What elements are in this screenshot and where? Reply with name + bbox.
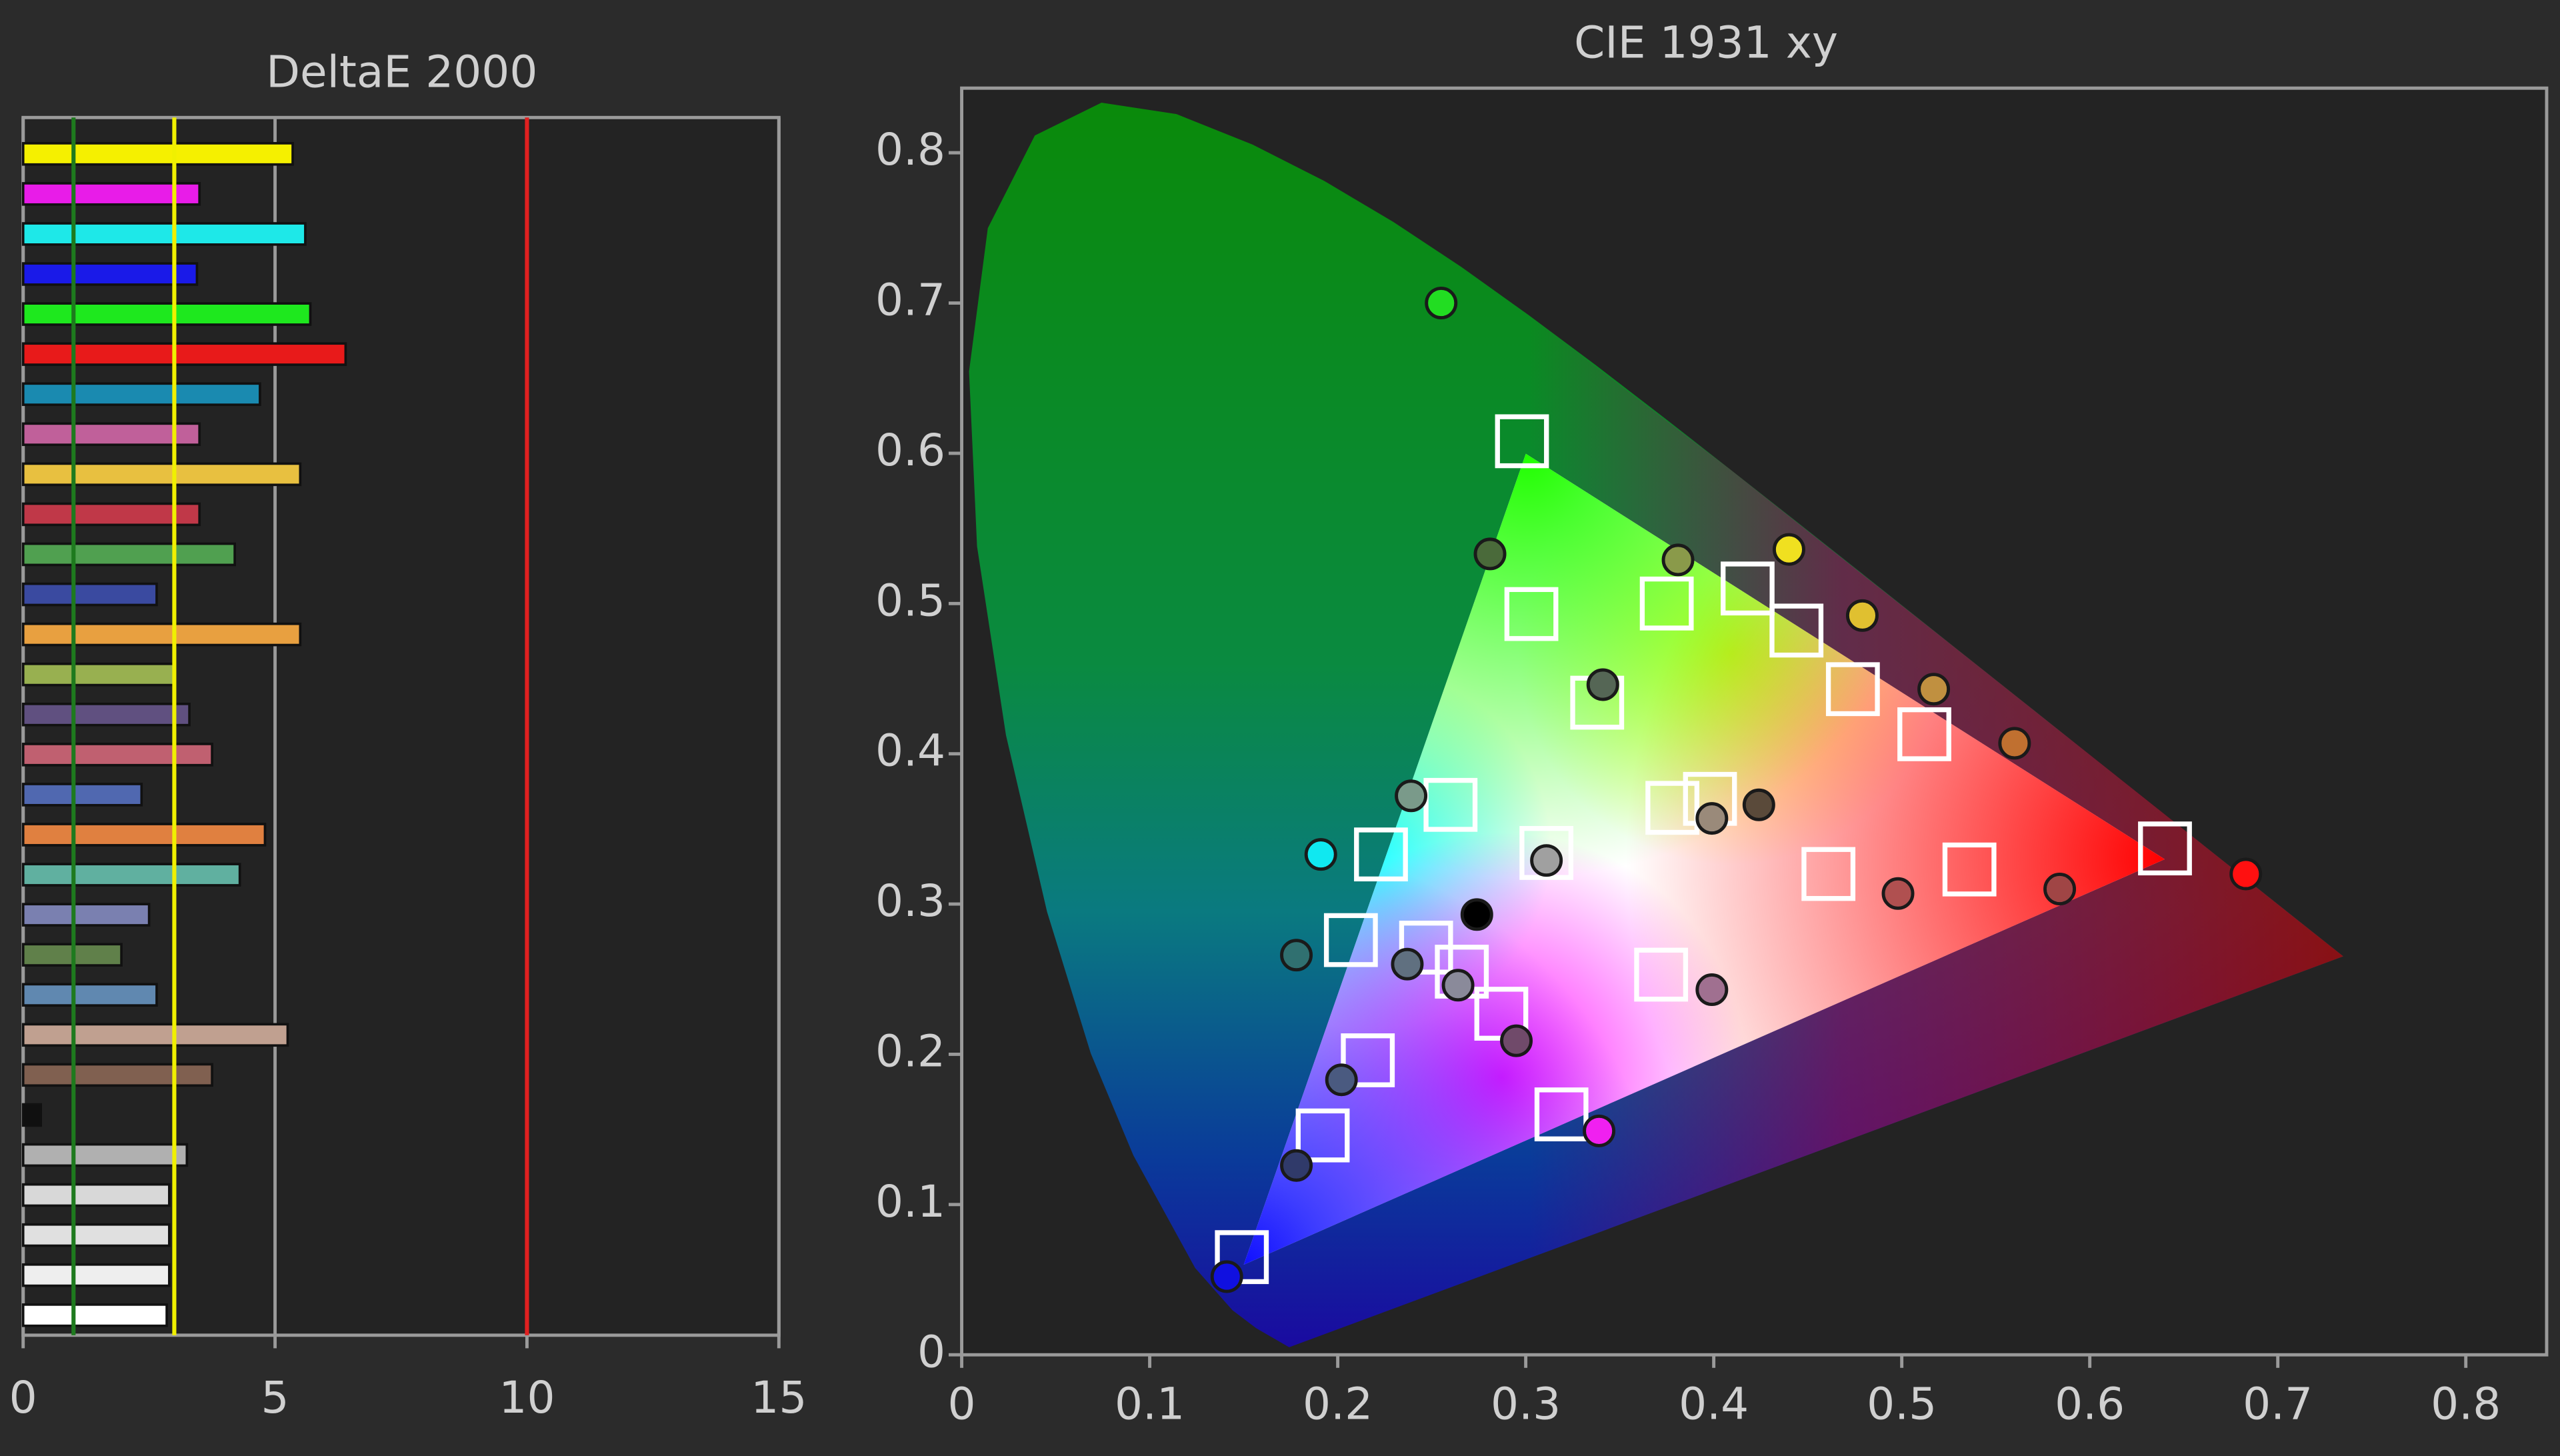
x-tick-label: 15 bbox=[751, 1372, 807, 1423]
measured-point bbox=[1998, 727, 2031, 760]
x-tick-label: 0 bbox=[948, 1379, 976, 1430]
measured-point bbox=[1742, 788, 1775, 821]
bar bbox=[21, 1103, 42, 1127]
bar bbox=[21, 703, 191, 727]
measured-point bbox=[2229, 857, 2263, 891]
y-tick-label: 0.4 bbox=[875, 725, 945, 777]
bar bbox=[21, 462, 302, 487]
bar bbox=[21, 983, 158, 1007]
measured-point bbox=[1441, 969, 1475, 1002]
target-square bbox=[1423, 777, 1478, 832]
measured-point bbox=[1500, 1024, 1533, 1057]
bar bbox=[21, 302, 312, 326]
y-tick-label: 0.1 bbox=[875, 1176, 945, 1227]
x-tick-label: 10 bbox=[499, 1372, 555, 1423]
bar bbox=[21, 1263, 171, 1287]
measured-point bbox=[1881, 877, 1915, 910]
target-square bbox=[1634, 947, 1689, 1002]
bar bbox=[21, 783, 143, 807]
target-square bbox=[1801, 847, 1856, 901]
bar bbox=[21, 1063, 213, 1087]
bar bbox=[21, 743, 213, 767]
bar bbox=[21, 622, 302, 647]
measured-point bbox=[1695, 973, 1729, 1006]
measured-point bbox=[1280, 939, 1313, 972]
x-tick-label: 0.4 bbox=[1679, 1379, 1749, 1430]
measured-point bbox=[1661, 543, 1695, 577]
bar bbox=[21, 262, 199, 286]
measured-point bbox=[1395, 779, 1428, 813]
measured-point bbox=[1210, 1260, 1243, 1293]
measured-point bbox=[1325, 1063, 1358, 1097]
measured-point bbox=[1695, 802, 1729, 835]
measured-point bbox=[1425, 287, 1458, 319]
target-square bbox=[1769, 603, 1824, 658]
bar bbox=[21, 422, 201, 447]
target-square bbox=[2138, 821, 2192, 876]
bar bbox=[21, 342, 347, 366]
y-tick-label: 0 bbox=[917, 1326, 945, 1377]
bar bbox=[21, 582, 158, 607]
bar bbox=[21, 662, 176, 687]
bar bbox=[21, 222, 307, 246]
target-square bbox=[1534, 1087, 1589, 1141]
measured-point bbox=[1917, 673, 1951, 706]
target-square bbox=[1825, 662, 1880, 717]
bar bbox=[21, 1183, 171, 1207]
measured-point bbox=[1460, 898, 1493, 931]
x-tick-label: 0.7 bbox=[2243, 1379, 2313, 1430]
bar bbox=[21, 1303, 168, 1327]
x-tick-label: 0.5 bbox=[1867, 1379, 1937, 1430]
bar bbox=[21, 1223, 171, 1247]
measured-point bbox=[1586, 668, 1619, 701]
bar bbox=[21, 1143, 189, 1167]
measured-point bbox=[1530, 844, 1563, 877]
chart-title: DeltaE 2000 bbox=[266, 47, 537, 98]
y-tick-label: 0.2 bbox=[875, 1025, 945, 1077]
bar bbox=[21, 182, 201, 206]
measured-point bbox=[1304, 838, 1337, 871]
target-square bbox=[1495, 414, 1549, 469]
target-square bbox=[1504, 587, 1559, 641]
target-square bbox=[1897, 707, 1951, 761]
x-tick-label: 0.1 bbox=[1115, 1379, 1185, 1430]
target-square bbox=[1519, 826, 1574, 880]
target-square bbox=[1341, 1033, 1395, 1087]
bar bbox=[21, 382, 261, 406]
bar bbox=[21, 863, 241, 887]
target-square bbox=[1720, 561, 1775, 616]
target-square bbox=[1942, 842, 1997, 897]
bar bbox=[21, 823, 267, 847]
measured-point bbox=[1583, 1114, 1616, 1147]
x-tick-label: 5 bbox=[261, 1372, 289, 1423]
y-tick-label: 0.6 bbox=[875, 425, 945, 476]
y-tick-label: 0.5 bbox=[875, 575, 945, 626]
bar bbox=[21, 1023, 289, 1047]
target-square bbox=[1645, 781, 1699, 835]
bar bbox=[21, 903, 151, 927]
target-square bbox=[1354, 827, 1408, 882]
measured-point bbox=[1391, 947, 1424, 981]
bar bbox=[21, 502, 201, 527]
measured-point bbox=[1772, 533, 1805, 566]
target-square bbox=[1639, 576, 1694, 631]
x-tick-label: 0 bbox=[9, 1372, 37, 1423]
x-tick-label: 0.3 bbox=[1491, 1379, 1561, 1430]
y-tick-label: 0.7 bbox=[875, 275, 945, 326]
x-tick-label: 0.2 bbox=[1303, 1379, 1373, 1430]
measured-point bbox=[1473, 537, 1507, 571]
measured-point bbox=[1845, 599, 1879, 632]
x-tick-label: 0.8 bbox=[2431, 1379, 2501, 1430]
y-tick-label: 0.3 bbox=[875, 875, 945, 927]
target-square bbox=[1323, 913, 1378, 967]
bar bbox=[21, 542, 236, 567]
x-tick-label: 0.6 bbox=[2055, 1379, 2125, 1430]
chart-title: CIE 1931 xy bbox=[1574, 17, 1838, 69]
measured-point bbox=[2043, 873, 2077, 905]
y-tick-label: 0.8 bbox=[875, 124, 945, 175]
target-square bbox=[1295, 1108, 1350, 1163]
bar bbox=[21, 142, 294, 166]
measured-point bbox=[1280, 1149, 1313, 1182]
